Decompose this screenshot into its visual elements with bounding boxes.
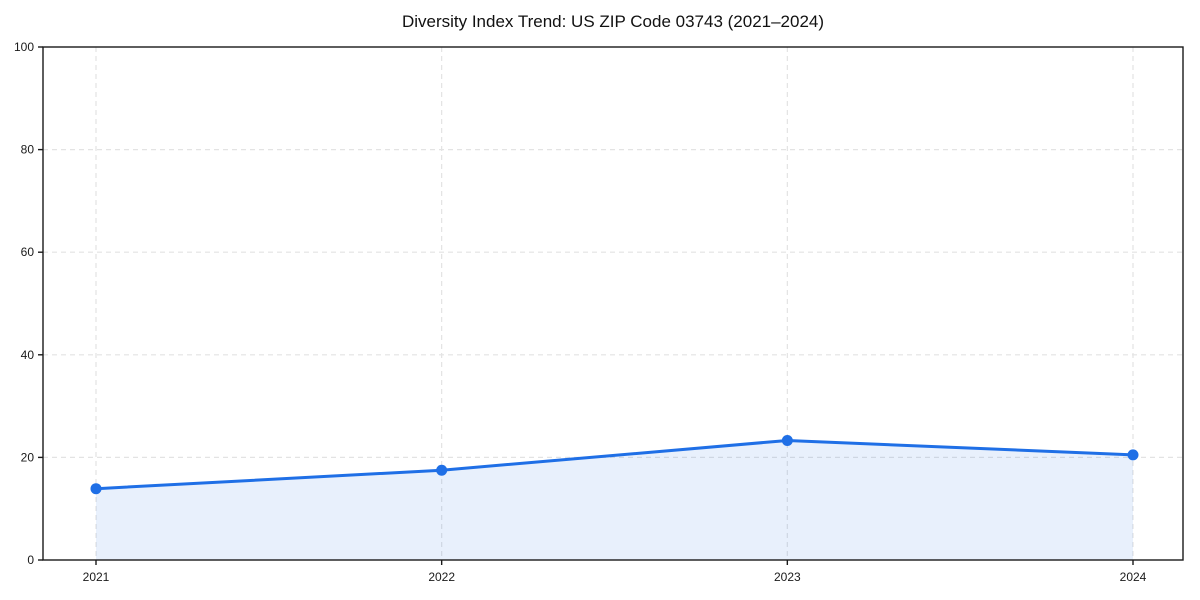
data-point: [781, 434, 793, 446]
x-tick-label: 2024: [1120, 570, 1147, 584]
y-tick-label: 40: [21, 348, 35, 362]
y-tick-label: 60: [21, 245, 35, 259]
y-tick-label: 0: [27, 553, 34, 567]
y-tick-label: 100: [14, 40, 34, 54]
area-fill: [96, 440, 1133, 560]
trend-line: [94, 438, 1135, 491]
chart-title: Diversity Index Trend: US ZIP Code 03743…: [401, 12, 825, 31]
data-point: [436, 464, 448, 476]
y-tick-label: 20: [21, 450, 35, 464]
x-tick-label: 2021: [83, 570, 110, 584]
x-tick-label: 2022: [428, 570, 455, 584]
data-point: [90, 483, 102, 495]
data-point: [1127, 449, 1139, 461]
x-tick-label: 2023: [774, 570, 801, 584]
y-tick-label: 80: [21, 143, 35, 157]
axis-frame: [42, 46, 1184, 561]
